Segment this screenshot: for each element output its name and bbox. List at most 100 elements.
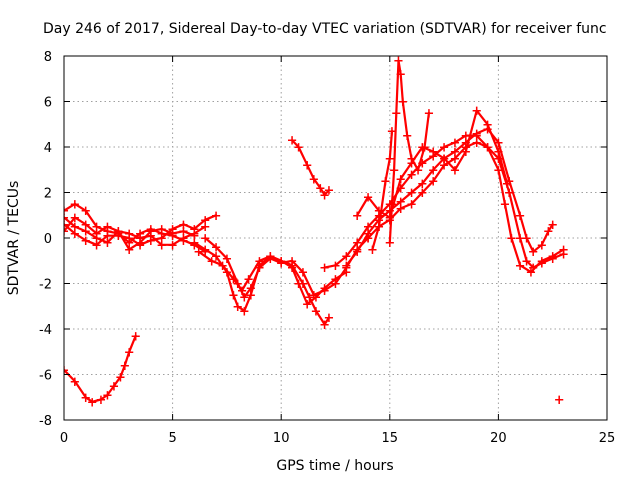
data-point: +	[206, 254, 217, 269]
data-point: +	[428, 150, 439, 165]
data-point: +	[450, 136, 461, 151]
data-point: +	[239, 291, 250, 306]
series-arc-early-negative: +++++++++++	[64, 329, 141, 410]
data-point: +	[178, 218, 189, 233]
data-point: +	[211, 250, 222, 265]
data-point: +	[439, 141, 450, 156]
data-point: +	[384, 204, 395, 219]
data-point: +	[319, 261, 330, 276]
data-point: +	[391, 106, 402, 121]
data-point: +	[324, 311, 335, 326]
data-point: +	[130, 329, 141, 344]
data-point: +	[200, 245, 211, 260]
data-point: +	[521, 254, 532, 269]
data-point: +	[243, 272, 254, 287]
chart-title: Day 246 of 2017, Sidereal Day-to-day VTE…	[43, 21, 607, 37]
data-point: +	[324, 184, 335, 199]
data-point: +	[363, 227, 374, 242]
data-point: +	[276, 257, 287, 272]
data-point: +	[80, 218, 91, 233]
data-point: +	[308, 172, 319, 187]
data-point: +	[536, 257, 547, 272]
data-point: +	[515, 259, 526, 274]
data-point: +	[297, 277, 308, 292]
data-point: +	[178, 225, 189, 240]
data-point: +	[156, 238, 167, 253]
data-point: +	[59, 204, 70, 219]
data-point: +	[406, 197, 417, 212]
data-point: +	[237, 284, 248, 299]
y-tick-label: -4	[39, 323, 52, 338]
data-point: +	[95, 393, 106, 408]
data-point: +	[482, 118, 493, 133]
series-arc-dip-c: ++ +++++ + + ++++++ +	[193, 245, 352, 312]
data-point: +	[397, 95, 408, 110]
data-point: +	[302, 159, 313, 174]
data-point: +	[413, 163, 424, 178]
data-point: +	[506, 232, 517, 247]
data-point: +	[406, 152, 417, 167]
y-tick-label: 4	[44, 141, 52, 156]
data-point: +	[373, 209, 384, 224]
data-point: +	[287, 254, 298, 269]
series-line	[388, 59, 430, 244]
data-point: +	[515, 209, 526, 224]
data-point: +	[504, 175, 515, 190]
data-point: +	[232, 300, 243, 315]
data-point: +	[102, 388, 113, 403]
data-point: +	[439, 152, 450, 167]
data-point: +	[167, 229, 178, 244]
data-point: +	[428, 145, 439, 160]
data-point: +	[352, 245, 363, 260]
data-point: +	[493, 145, 504, 160]
y-tick-label: -6	[39, 369, 52, 384]
data-point: +	[471, 104, 482, 119]
data-point: +	[387, 125, 398, 140]
data-point: +	[228, 288, 239, 303]
data-point: +	[363, 191, 374, 206]
data-point: +	[217, 259, 228, 274]
series-line	[64, 216, 207, 246]
data-point: +	[276, 254, 287, 269]
data-point: +	[308, 288, 319, 303]
data-point: +	[502, 177, 513, 192]
data-point: +	[547, 218, 558, 233]
series-arc-late-cluster: +++ ++++ + +++++++	[352, 104, 513, 226]
data-point: +	[228, 272, 239, 287]
data-point: +	[380, 175, 391, 190]
data-point: +	[156, 232, 167, 247]
data-point: +	[460, 129, 471, 144]
data-point: +	[302, 297, 313, 312]
data-point: +	[406, 168, 417, 183]
data-point: +	[450, 152, 461, 167]
data-point: +	[395, 195, 406, 210]
x-tick-label: 5	[168, 431, 176, 446]
y-tick-label: 8	[44, 50, 52, 65]
data-point: +	[145, 225, 156, 240]
series-line	[204, 236, 370, 299]
y-tick-label: -8	[39, 414, 52, 429]
data-point: +	[373, 204, 384, 219]
series-arc-morning-c: ++ + ++ + + + + ++ + ++ +	[64, 209, 221, 253]
data-point: +	[69, 211, 80, 226]
data-point: +	[330, 272, 341, 287]
data-point: +	[387, 197, 398, 212]
data-point: +	[200, 220, 211, 235]
data-point: +	[221, 266, 232, 281]
series-line	[197, 250, 348, 306]
data-point: +	[450, 163, 461, 178]
data-point: +	[200, 213, 211, 228]
data-point: +	[417, 141, 428, 156]
data-point: +	[113, 227, 124, 242]
data-point: +	[367, 243, 378, 258]
data-point: +	[254, 261, 265, 276]
data-point: +	[536, 254, 547, 269]
data-point: +	[389, 163, 400, 178]
series-arc-spike-high: +++++	[367, 125, 397, 258]
data-point: +	[239, 304, 250, 319]
data-point: +	[119, 359, 130, 374]
data-point: +	[315, 181, 326, 196]
x-axis-label: GPS time / hours	[276, 458, 393, 474]
